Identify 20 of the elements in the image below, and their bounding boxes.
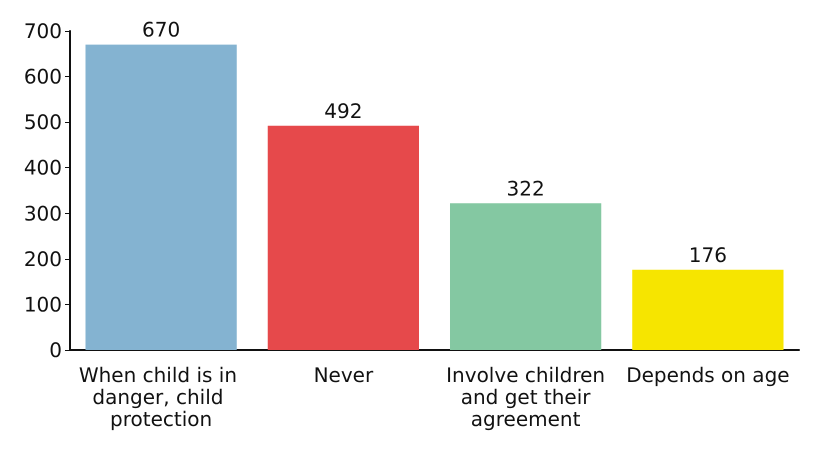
y-tick-label: 600: [24, 64, 62, 89]
data-label: 322: [506, 176, 545, 200]
y-tick-label: 500: [24, 110, 62, 134]
data-label: 176: [688, 242, 727, 267]
y-tick-label: 0: [49, 338, 62, 362]
bar: [268, 126, 420, 350]
bar: [85, 44, 237, 350]
y-tick-label: 700: [24, 19, 62, 43]
data-label: 492: [324, 98, 362, 123]
x-tick-label: Never: [314, 363, 374, 387]
y-tick-label: 100: [24, 292, 62, 316]
bar: [450, 203, 602, 350]
x-tick-label: Involve children and get their agreement: [446, 363, 606, 431]
data-label: 670: [142, 18, 180, 42]
y-tick-label: 200: [24, 246, 62, 271]
x-tick-label: Depends on age: [626, 363, 790, 387]
x-tick-label: When child is in danger, child protection: [78, 363, 244, 431]
bar: [632, 270, 784, 350]
y-tick-label: 300: [24, 201, 62, 226]
y-tick-label: 400: [24, 156, 62, 180]
